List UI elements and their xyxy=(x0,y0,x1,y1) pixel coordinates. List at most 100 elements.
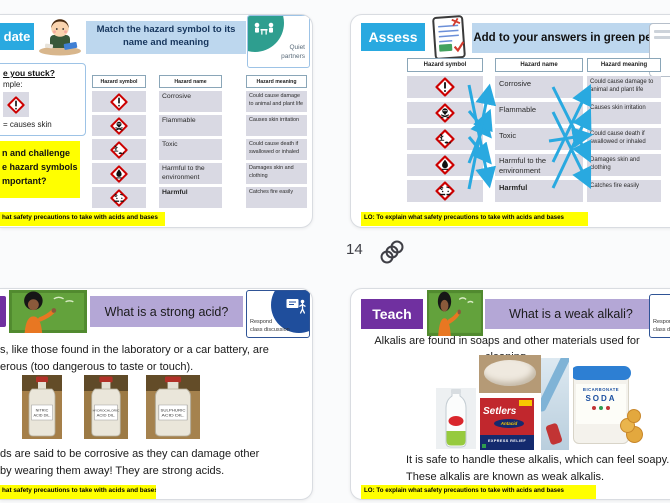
skull-crossbones-diamond-icon xyxy=(435,103,455,123)
corrosive-diamond-icon xyxy=(435,181,455,201)
quiet-card-line2: partners xyxy=(281,53,305,61)
setlers-brand: Setlers xyxy=(483,406,517,417)
assess-label: Assess xyxy=(361,23,425,51)
slide-thumbnail-consolidate[interactable]: date Match the hazard symbol to its name… xyxy=(0,14,313,228)
hazard-meaning-cell: Could cause death if swallowed or inhale… xyxy=(587,128,661,150)
hazard-name-column: Hazard name Corrosive Flammable Toxic Ha… xyxy=(495,58,583,202)
setlers-green-dot xyxy=(482,444,486,448)
are-you-stuck-box: e you stuck? mple: = causes skin xyxy=(0,63,86,136)
hazard-symbol-cell xyxy=(92,115,146,136)
environment-hazard-diamond-icon xyxy=(435,129,455,149)
teach-label: Teach xyxy=(361,299,423,329)
respond-card-line2: class discussion xyxy=(653,326,670,333)
corrosive-diamond-icon xyxy=(110,189,128,207)
slide-title: Match the hazard symbol to its name and … xyxy=(86,21,246,54)
slide-title: Add to your answers in green pen xyxy=(472,23,660,53)
hazard-symbol-cell xyxy=(407,76,483,98)
challenge-line2: e hazard symbols xyxy=(2,161,78,172)
flame-diamond-icon xyxy=(110,165,128,183)
hazard-meaning-cell: Could cause death if swallowed or inhale… xyxy=(246,139,307,160)
hazard-name-cell: Toxic xyxy=(159,139,222,160)
tiny-text-line xyxy=(654,36,670,39)
hazard-name-cell: Harmful to the environment xyxy=(159,163,222,184)
respond-card-line1: Respond xyxy=(653,318,670,325)
hazard-meaning-column: Hazard meaning Could cause damage to ani… xyxy=(587,58,661,202)
soda-label-line2: SODA xyxy=(585,394,617,403)
hazard-meaning-cell: Catches fire easily xyxy=(246,187,307,208)
hazard-meaning-cell: Damages skin and clothing xyxy=(246,163,307,184)
slide-thumbnail-assess[interactable]: Assess Add to your answers in green pen … xyxy=(350,14,670,228)
environment-hazard-diamond-icon xyxy=(110,141,128,159)
bottle-label-line: ACID DIL. xyxy=(97,413,116,418)
slide-title: What is a weak alkali? xyxy=(485,299,657,329)
slide-thumbnail-strong-acid[interactable]: What is a strong acid? Respond class dis… xyxy=(0,288,313,500)
body-text-line: s, like those found in the laboratory or… xyxy=(0,344,269,356)
hazard-symbol-cell xyxy=(407,154,483,176)
hazard-symbol-cell xyxy=(92,139,146,160)
photo-setlers-antacid-box: Setlers Antacid EXPRESS RELIEF xyxy=(480,398,534,450)
stuck-heading: e you stuck? xyxy=(3,68,55,78)
learning-objective-bar: LO: To explain what safety precautions t… xyxy=(361,485,596,499)
respond-card-line2: class discussion xyxy=(250,326,290,333)
bottle-label-line: NITRIC xyxy=(36,409,49,413)
quiet-partners-card: Quiet partners xyxy=(247,15,310,68)
body-text-line: It is safe to handle these alkalis, whic… xyxy=(406,454,670,466)
hazard-meaning-cell: Could cause damage to animal and plant l… xyxy=(246,91,307,112)
column-header: Hazard meaning xyxy=(246,75,307,88)
hazard-name-cell: Flammable xyxy=(159,115,222,136)
hazard-name-column: Hazard name Corrosive Flammable Toxic Ha… xyxy=(159,75,222,208)
hazard-name-cell: Corrosive xyxy=(495,76,583,98)
hazard-name-cell: Toxic xyxy=(495,128,583,150)
bottle-label-line: ACID DIL. xyxy=(33,414,50,418)
body-text-line: erous (too dangerous to taste or touch). xyxy=(0,360,194,373)
body-text-line: ds are said to be corrosive as they can … xyxy=(0,448,260,460)
rings-attachment-icon xyxy=(380,240,404,264)
respond-discussion-icon xyxy=(284,294,308,318)
photo-washing-up-liquid xyxy=(436,388,476,449)
consolidate-label: date xyxy=(0,23,34,50)
hazard-symbol-cell xyxy=(407,102,483,124)
quiet-card-line1: Quiet xyxy=(289,43,305,51)
challenge-box: n and challenge e hazard symbols mportan… xyxy=(0,141,80,198)
photo-soap-bar xyxy=(479,355,541,393)
tiny-text-line xyxy=(654,30,670,33)
learning-objective-bar: hat safety precautions to take with acid… xyxy=(0,212,165,226)
flame-diamond-icon xyxy=(435,155,455,175)
hazard-meaning-cell: Causes skin irritation xyxy=(246,115,307,136)
photo-toothpaste-brush xyxy=(541,358,569,450)
clipped-teach-label xyxy=(0,296,6,327)
skull-crossbones-diamond-icon xyxy=(110,117,128,135)
setlers-sub2: EXPRESS RELIEF xyxy=(480,435,534,450)
learning-objective-bar: hat safety precautions to take with acid… xyxy=(0,485,156,499)
hazard-meaning-cell: Could cause damage to animal and plant l… xyxy=(587,76,661,98)
hazard-meaning-cell: Damages skin and clothing xyxy=(587,154,661,176)
learning-objective-bar: LO: To explain what safety precautions t… xyxy=(361,212,588,226)
body-text-line: by wearing them away! They are strong ac… xyxy=(0,464,225,477)
bottle-label-line: HYDROCHLORIC xyxy=(93,409,120,413)
hazard-symbol-cell xyxy=(92,187,146,208)
challenge-line1: n and challenge xyxy=(2,148,71,158)
stuck-caption: = causes skin xyxy=(3,120,52,129)
marked-test-icon xyxy=(428,15,470,61)
column-header: Hazard meaning xyxy=(587,58,661,72)
slide-thumbnail-weak-alkali[interactable]: Teach What is a weak alkali? Respond cla… xyxy=(350,288,670,500)
exclamation-diamond-icon xyxy=(110,93,128,111)
hazard-symbol-cell xyxy=(92,163,146,184)
photo-sulphuric-acid-bottle: SULPHURIC ACID DIL. xyxy=(146,375,200,439)
body-text-line: Alkalis are found in soaps and other mat… xyxy=(374,335,640,347)
hazard-symbol-column: Hazard symbol xyxy=(92,75,146,208)
hazard-meaning-cell: Catches fire easily xyxy=(587,180,661,202)
bottle-label-line: SULPHURIC xyxy=(161,409,186,412)
respond-card-line1: Respond xyxy=(250,318,273,325)
hazard-name-cell: Harmful xyxy=(495,180,583,202)
teacher-at-board-icon xyxy=(9,290,87,333)
hazard-name-cell: Flammable xyxy=(495,102,583,124)
photo-bicarbonate-soda-tub: BICARBONATE SODA xyxy=(573,366,643,445)
setlers-sub: Antacid xyxy=(494,419,524,428)
column-header: Hazard symbol xyxy=(407,58,483,72)
column-header: Hazard symbol xyxy=(92,75,146,88)
hazard-name-cell: Corrosive xyxy=(159,91,222,112)
exclamation-diamond-icon xyxy=(7,96,25,114)
hazard-symbol-column: Hazard symbol xyxy=(407,58,483,202)
